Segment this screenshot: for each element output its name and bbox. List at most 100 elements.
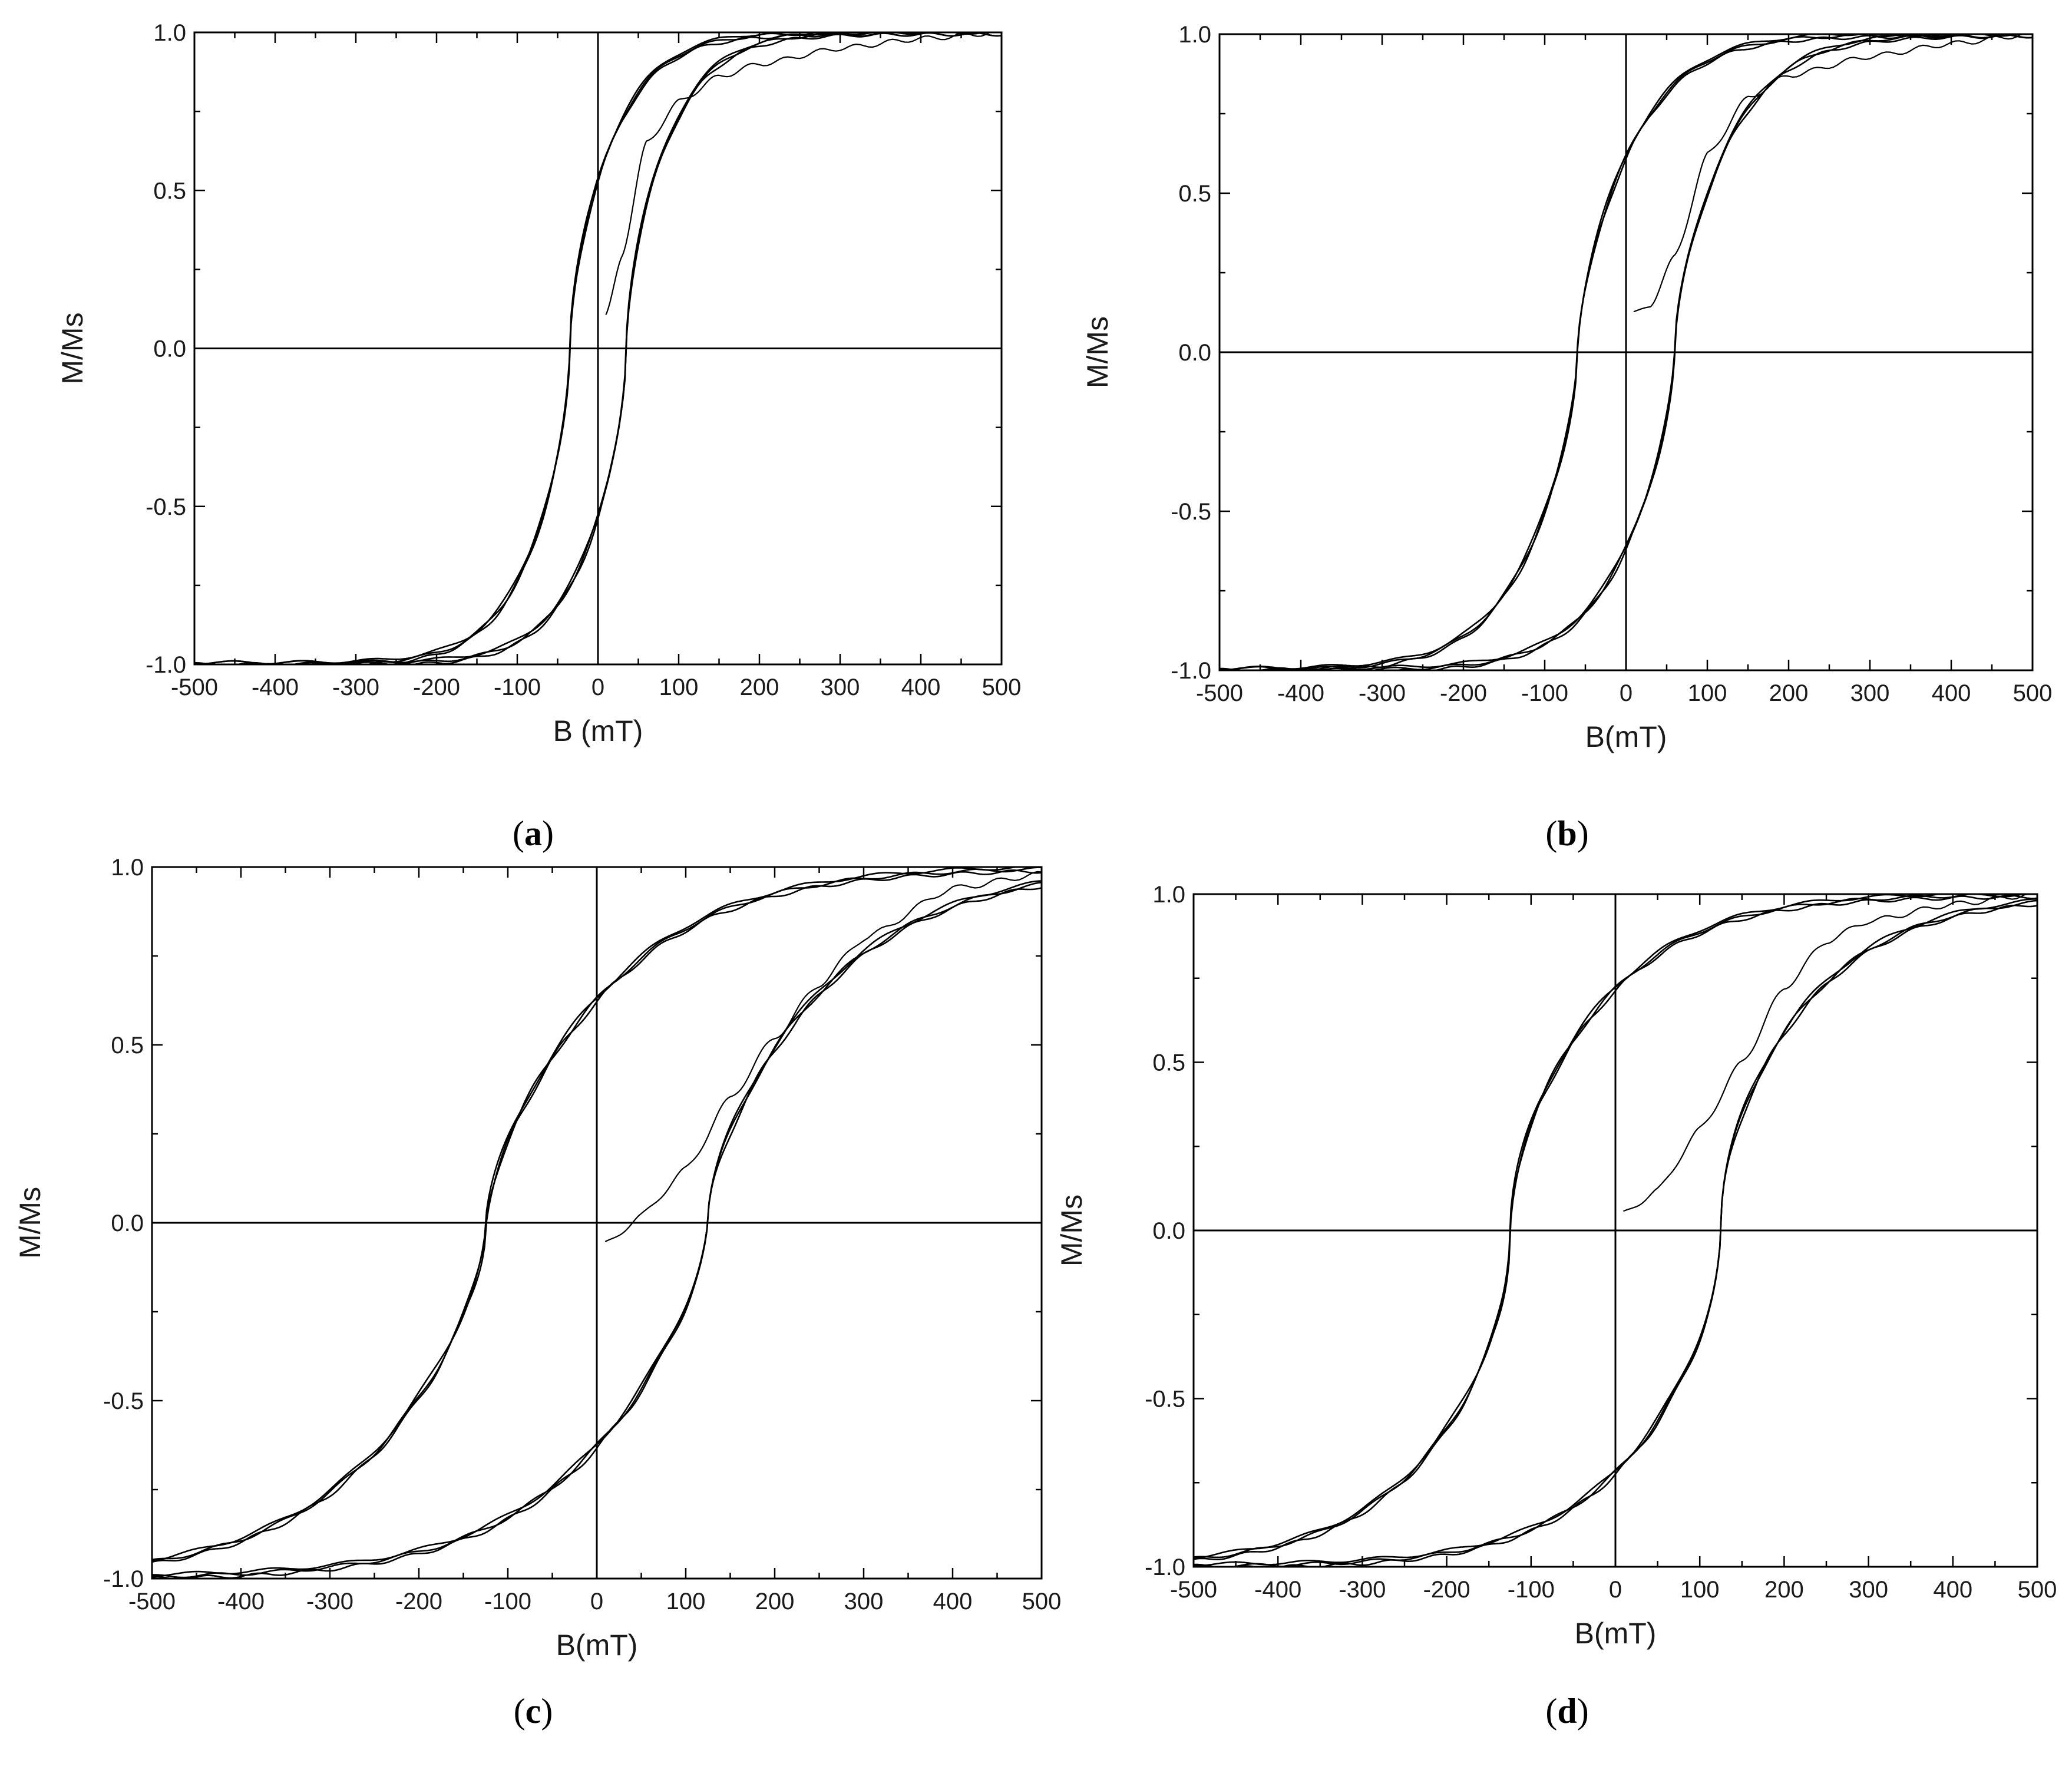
ascending-branch-curve: [1220, 34, 2033, 670]
x-tick-label: -400: [1277, 680, 1324, 706]
x-tick-label: -300: [1339, 1577, 1386, 1603]
y-tick-label: 1.0: [1152, 882, 1185, 908]
ascending-branch-curve: [1194, 898, 2037, 1567]
y-axis-title: M/Ms: [14, 1187, 47, 1259]
y-tick-label: 0.5: [1178, 181, 1211, 207]
x-tick-label: -200: [413, 674, 460, 700]
descending-branch-curve: [152, 867, 1042, 1562]
x-tick-label: -400: [252, 674, 299, 700]
panel-c: -500 -400 -300 -200 -100 0 100 200 300 400 500 -1.0…: [14, 855, 1061, 1731]
x-tick-label: -500: [128, 1589, 176, 1614]
ascending-branch-curve: [152, 881, 1042, 1579]
x-tick-label: 400: [1933, 1577, 1972, 1603]
x-tick-label: -100: [484, 1589, 531, 1614]
panel-d: -500 -400 -300 -200 -100 0 100 200 300 400 500 -1.0…: [1055, 882, 2057, 1731]
x-tick-label: 400: [933, 1589, 973, 1614]
x-tick-label: 200: [755, 1589, 795, 1614]
x-tick-label: 100: [1680, 1577, 1720, 1603]
y-tick-label: 0.0: [1178, 340, 1211, 366]
y-tick-label: 0.0: [1152, 1218, 1185, 1244]
x-tick-label: 0: [590, 1589, 603, 1614]
y-tick-label: 0.5: [111, 1033, 144, 1058]
x-tick-label: -300: [306, 1589, 353, 1614]
initial-magnetization-curve: [605, 871, 1042, 1242]
ascending-branch-curve: [194, 32, 1002, 664]
x-tick-label: 200: [1764, 1577, 1804, 1603]
y-tick-label: 0.0: [111, 1210, 144, 1236]
y-axis-title: M/Ms: [1055, 1195, 1088, 1266]
x-tick-label: 0: [591, 674, 604, 700]
y-tick-label: -0.5: [103, 1388, 144, 1414]
y-tick-label: 1.0: [153, 20, 186, 46]
x-tick-label: -200: [1423, 1577, 1470, 1603]
curves: [1194, 894, 2037, 1567]
y-axis-title: M/Ms: [1081, 316, 1114, 388]
x-tick-label: -100: [494, 674, 541, 700]
x-tick-label: 500: [982, 674, 1022, 700]
ascending-branch-curve: [152, 880, 1042, 1577]
x-axis-title: B(mT): [1585, 720, 1667, 753]
panel-label: (c): [514, 1692, 553, 1731]
descending-branch-curve: [1194, 894, 2037, 1559]
initial-magnetization-curve: [605, 32, 1002, 315]
panel-b: -500 -400 -300 -200 -100 0 100 200 300 400 500 -1.0…: [1081, 22, 2052, 853]
x-axis-title: B(mT): [1575, 1617, 1657, 1650]
y-tick-label: -0.5: [1145, 1387, 1185, 1412]
curves: [152, 867, 1042, 1579]
x-tick-label: -500: [1170, 1577, 1217, 1603]
x-tick-label: 500: [2018, 1577, 2057, 1603]
x-tick-label: 0: [1609, 1577, 1622, 1603]
x-tick-label: -200: [1440, 680, 1487, 706]
x-tick-label: -300: [1359, 680, 1406, 706]
y-tick-label: -0.5: [146, 494, 186, 520]
x-tick-label: 400: [1932, 680, 1971, 706]
descending-branch-curve: [152, 867, 1042, 1561]
x-axis-title: B(mT): [556, 1629, 638, 1662]
y-tick-label: -1.0: [1145, 1554, 1185, 1580]
panel-label: (a): [513, 814, 554, 853]
panel-label: (d): [1545, 1692, 1588, 1731]
x-tick-label: -500: [171, 674, 218, 700]
y-tick-label: 1.0: [111, 855, 144, 881]
y-tick-label: -1.0: [1171, 658, 1211, 684]
ascending-branch-curve: [1220, 34, 2033, 670]
x-tick-label: 300: [821, 674, 860, 700]
x-tick-label: -400: [1254, 1577, 1301, 1603]
x-tick-label: 100: [1688, 680, 1727, 706]
y-tick-label: 0.5: [1152, 1050, 1185, 1076]
x-tick-label: 200: [1769, 680, 1809, 706]
x-tick-label: 300: [1850, 680, 1890, 706]
x-tick-label: 300: [1849, 1577, 1888, 1603]
x-tick-label: 500: [1022, 1589, 1062, 1614]
curves: [1220, 34, 2033, 670]
x-tick-label: 500: [2013, 680, 2053, 706]
y-tick-label: 1.0: [1178, 22, 1211, 48]
ascending-branch-curve: [194, 32, 1002, 664]
x-tick-label: -200: [395, 1589, 442, 1614]
y-tick-label: 0.5: [153, 178, 186, 204]
y-tick-label: -1.0: [146, 652, 186, 678]
x-tick-label: 300: [844, 1589, 884, 1614]
y-tick-label: -1.0: [103, 1566, 144, 1592]
x-tick-label: 100: [659, 674, 699, 700]
y-axis-title: M/Ms: [56, 312, 89, 384]
panel-a: -500 -400 -300 -200 -100 0 100 200 300 400 500 -1.0…: [56, 20, 1021, 853]
x-tick-label: -100: [1508, 1577, 1555, 1603]
x-tick-label: 100: [666, 1589, 706, 1614]
x-axis-title: B (mT): [553, 714, 643, 747]
y-tick-label: -0.5: [1171, 499, 1211, 525]
initial-magnetization-curve: [1623, 894, 2037, 1212]
x-tick-label: 200: [740, 674, 779, 700]
initial-magnetization-curve: [1633, 34, 2033, 312]
y-tick-label: 0.0: [153, 336, 186, 362]
x-tick-label: 400: [901, 674, 941, 700]
x-tick-label: -400: [217, 1589, 265, 1614]
x-tick-label: -500: [1196, 680, 1243, 706]
x-tick-label: -100: [1521, 680, 1568, 706]
curves: [194, 32, 1002, 664]
panel-label: (b): [1545, 814, 1588, 853]
x-tick-label: 0: [1620, 680, 1633, 706]
x-tick-label: -300: [332, 674, 379, 700]
descending-branch-curve: [1220, 34, 2033, 670]
